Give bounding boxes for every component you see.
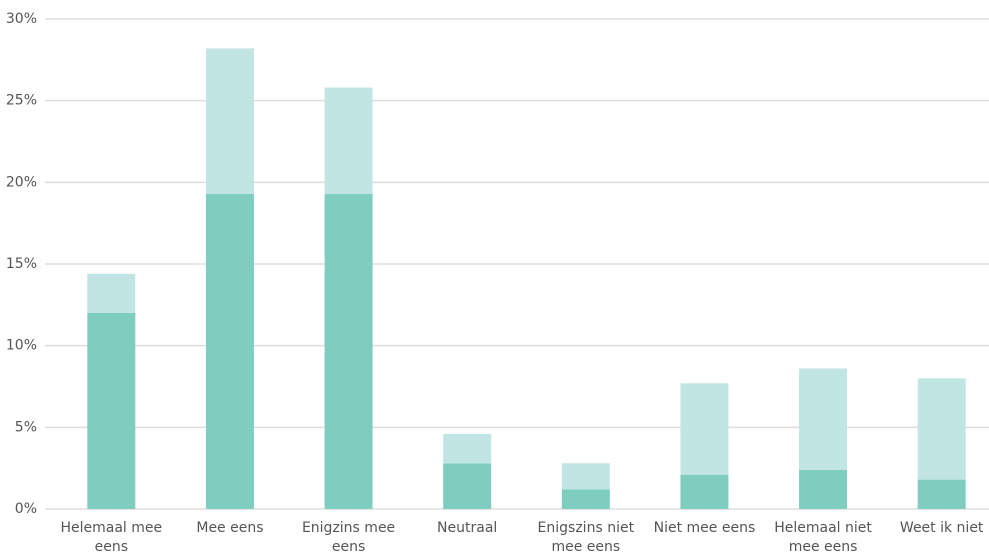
y-tick-label: 10% [6,338,37,354]
bar-segment [799,469,848,509]
bar-segment [680,383,729,475]
bar-segment [917,378,966,480]
bar-segment [443,463,492,509]
x-tick-label: Helemaal mee eens [60,520,163,555]
bar-segment [917,479,966,509]
x-tick-label: Weet ik niet [899,520,984,536]
y-tick-label: 15% [6,256,37,272]
x-tick-label: Neutraal [437,520,498,536]
y-tick-label: 5% [15,419,37,435]
bar-segment [324,193,373,509]
y-tick-label: 20% [6,174,37,190]
y-tick-label: 30% [6,11,37,27]
x-tick-label: Helemaal niet mee eens [774,520,872,555]
y-tick-label: 0% [15,501,37,517]
x-tick-label: Niet mee eens [653,520,756,536]
bar-segment [680,474,729,509]
bar-segment [87,273,136,313]
bar-segment [799,368,848,470]
x-tick-label: Enigzins mee eens [301,520,396,555]
x-tick-label: Enigszins niet mee eens [537,520,635,555]
x-tick-label: Mee eens [196,520,264,536]
bar-segment [205,48,254,194]
bar-segment [324,87,373,194]
y-tick-label: 25% [6,93,37,109]
bar-segment [87,313,136,509]
bar-segment [205,193,254,509]
bar-segment [561,463,610,490]
bar-segment [443,433,492,464]
bar-segment [561,489,610,509]
